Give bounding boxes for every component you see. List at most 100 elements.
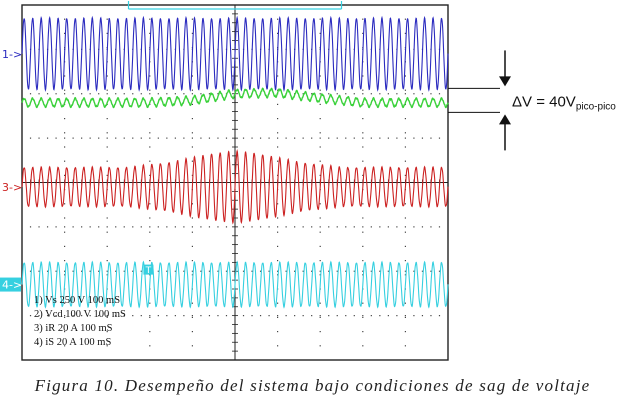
grid-dot [319,93,321,95]
grid-dot [370,93,372,95]
grid-dot [191,270,193,272]
grid-dot [132,93,134,95]
channel-markers: 1-> 3-> 4-> [0,48,22,292]
grid-dot [217,270,219,272]
grid-dot [149,132,151,134]
grid-dot [353,226,355,228]
grid-dot [157,93,159,95]
grid-dot [157,270,159,272]
grid-dot [362,345,364,347]
grid-dot [311,270,313,272]
grid-dot [200,93,202,95]
grid-dot [362,75,364,77]
grid-dot [370,137,372,139]
grid-dot [183,226,185,228]
grid-dot [106,315,108,317]
grid-dot [81,93,83,95]
grid-dot [362,315,364,317]
grid-dot [370,226,372,228]
grid-dot [149,89,151,91]
grid-dot [149,260,151,262]
grid-dot [166,93,168,95]
grid-dot [64,132,66,134]
grid-dot [89,226,91,228]
grid-dot [115,226,117,228]
grid-dot [242,270,245,272]
grid-dot [191,302,193,304]
grid-dot [64,174,66,176]
grid-dot [319,89,321,91]
grid-dot [404,132,406,134]
grid-dot [319,174,321,176]
grid-dot [277,226,279,228]
grid-dot [64,315,66,317]
grid-dot [225,137,228,139]
grid-dot [242,137,245,139]
grid-dot [413,270,415,272]
grid-dot [191,32,193,34]
grid-dot [106,226,108,228]
grid-dot [225,226,228,228]
delta-arrowhead-bottom [499,114,511,125]
grid-dot [89,93,91,95]
grid-dot [64,316,66,318]
grid-dot [336,226,338,228]
grid-dot [140,226,142,228]
grid-dot [319,260,321,262]
grid-dot [387,137,389,139]
grid-dot [251,270,253,272]
grid-dot [387,93,389,95]
grid-dot [140,270,142,272]
grid-dot [251,137,253,139]
grid-dot [166,226,168,228]
grid-dot [277,316,279,318]
trace-vcd [21,87,449,109]
grid-dot [174,270,176,272]
grid-dot [157,226,159,228]
grid-dot [268,226,270,228]
grid-dot [191,245,193,247]
channel-marker-3: 3-> [2,181,22,194]
grid-dot [404,174,406,176]
grid-dot [234,203,236,205]
grid-dot [234,103,236,105]
grid-dot [234,160,236,162]
grid-dot [64,345,66,347]
grid-dot [421,315,424,317]
grid-dot [106,217,108,219]
grid-dot [438,270,441,272]
grid-dot [98,315,100,317]
grid-dot [277,345,279,347]
grid-dot [55,137,57,139]
grid-dot [413,137,415,139]
grid-dot [294,270,296,272]
grid-dot [106,331,108,333]
grid-dot [72,137,74,139]
trace-is [21,260,449,309]
grid-dot [55,270,57,272]
grid-dot [294,137,296,139]
grid-dot [140,93,142,95]
grid-dot [259,137,262,139]
grid-dot [277,245,279,247]
grid-dot [217,315,219,317]
grid-dot [404,89,406,91]
grid-dot [319,345,321,347]
grid-dot [362,331,364,333]
grid-dot [64,93,66,95]
grid-dot [106,245,108,247]
channel-marker-1: 1-> [2,48,22,61]
grid-dot [106,260,108,262]
grid-dot [98,93,100,95]
grid-dot [64,231,66,233]
grid-dot [421,270,424,272]
grid-dot [362,316,364,318]
grid-dot [72,226,74,228]
grid-dot [379,93,381,95]
trigger-badge: T [143,264,154,276]
grid-dot [166,270,168,272]
grid-dot [362,93,364,95]
grid-dot [191,18,193,20]
grid-dot [362,32,364,34]
